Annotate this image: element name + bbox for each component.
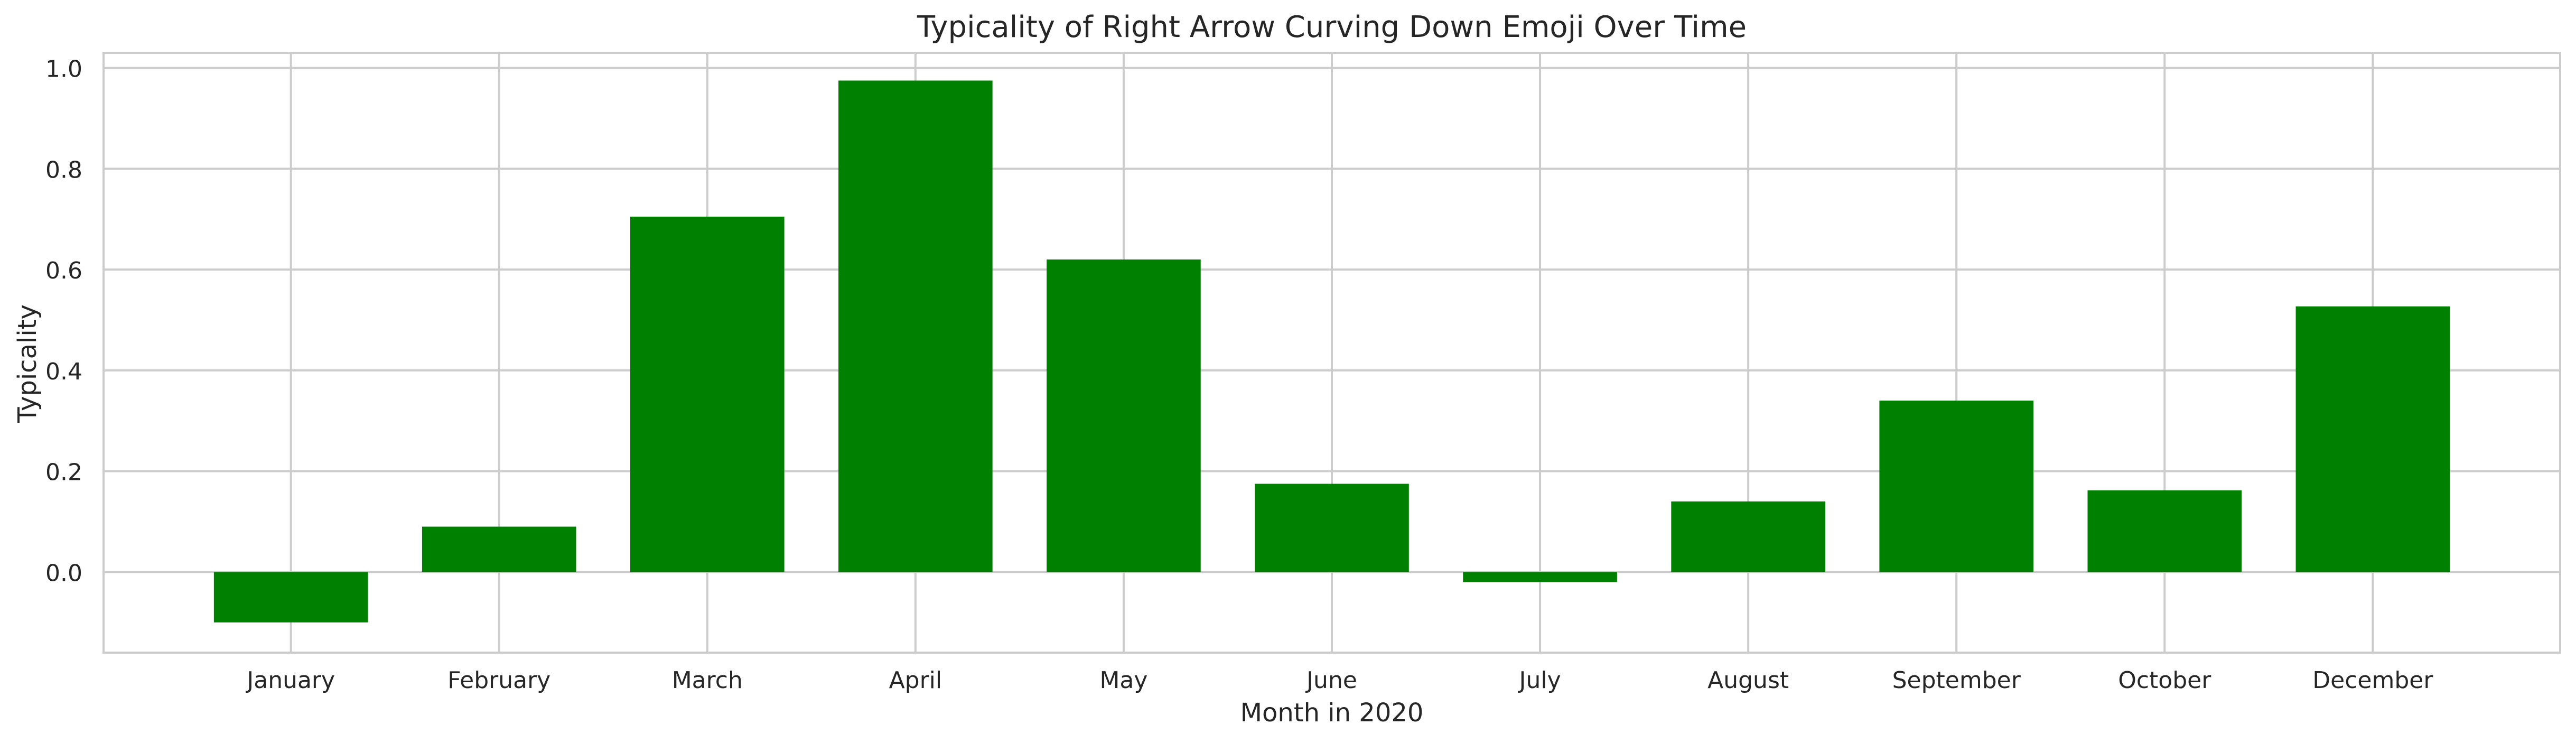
x-tick-label: February bbox=[447, 667, 550, 694]
x-tick-label: June bbox=[1305, 667, 1357, 694]
bar-may bbox=[1047, 259, 1201, 572]
y-tick-label: 0.8 bbox=[45, 156, 82, 183]
x-tick-label: March bbox=[672, 667, 743, 694]
x-tick-label: September bbox=[1892, 667, 2021, 694]
bar-september bbox=[1879, 401, 2034, 572]
tick-labels: 0.0 0.2 0.4 0.6 0.8 1.0 January February March Ap… bbox=[45, 56, 2433, 694]
y-tick-label: 1.0 bbox=[45, 56, 82, 83]
x-tick-label: December bbox=[2312, 667, 2433, 694]
chart-title: Typicality of Right Arrow Curving Down E… bbox=[917, 10, 1747, 44]
bar-june bbox=[1255, 484, 1409, 572]
x-tick-label: July bbox=[1517, 667, 1561, 694]
bar-february bbox=[422, 526, 576, 572]
bar-august bbox=[1671, 501, 1825, 572]
bar-april bbox=[838, 80, 993, 572]
bar-january bbox=[213, 572, 368, 623]
x-tick-label: April bbox=[889, 667, 942, 694]
bar-march bbox=[630, 216, 785, 572]
bar-july bbox=[1463, 572, 1617, 582]
bar-october bbox=[2087, 490, 2242, 572]
y-tick-label: 0.4 bbox=[45, 358, 82, 385]
y-axis-label: Typicality bbox=[13, 304, 42, 423]
y-tick-label: 0.2 bbox=[45, 459, 82, 486]
y-tick-label: 0.6 bbox=[45, 257, 82, 284]
y-tick-label: 0.0 bbox=[45, 560, 82, 587]
x-tick-label: August bbox=[1707, 667, 1789, 694]
x-tick-label: January bbox=[245, 667, 335, 694]
x-tick-label: May bbox=[1099, 667, 1147, 694]
plot-frame bbox=[102, 52, 2561, 654]
bars bbox=[213, 80, 2450, 623]
x-axis-label: Month in 2020 bbox=[1240, 698, 1424, 728]
x-tick-label: October bbox=[2118, 667, 2211, 694]
bar-december bbox=[2295, 306, 2450, 572]
